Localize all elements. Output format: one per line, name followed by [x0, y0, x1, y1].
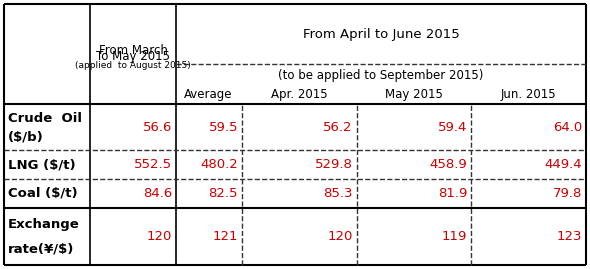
Text: Exchange: Exchange [8, 218, 80, 231]
Text: 121: 121 [212, 230, 238, 243]
Text: 449.4: 449.4 [545, 158, 582, 171]
Text: Coal ($/t): Coal ($/t) [8, 187, 78, 200]
Text: (applied  to August 2015): (applied to August 2015) [76, 61, 191, 70]
Text: Jun. 2015: Jun. 2015 [501, 88, 556, 101]
Text: 81.9: 81.9 [438, 187, 467, 200]
Text: ($/b): ($/b) [8, 131, 44, 144]
Text: Crude  Oil: Crude Oil [8, 112, 82, 125]
Text: 123: 123 [556, 230, 582, 243]
Text: (to be applied to September 2015): (to be applied to September 2015) [278, 69, 484, 82]
Text: 82.5: 82.5 [208, 187, 238, 200]
Text: 119: 119 [442, 230, 467, 243]
Text: Average: Average [183, 88, 232, 101]
Text: rate(¥/$): rate(¥/$) [8, 242, 74, 256]
Text: 85.3: 85.3 [323, 187, 353, 200]
Text: 79.8: 79.8 [553, 187, 582, 200]
Text: 480.2: 480.2 [200, 158, 238, 171]
Text: 56.2: 56.2 [323, 121, 353, 134]
Text: 84.6: 84.6 [143, 187, 172, 200]
Text: 59.5: 59.5 [208, 121, 238, 134]
Text: 529.8: 529.8 [315, 158, 353, 171]
Text: 120: 120 [327, 230, 353, 243]
Text: To May 2015: To May 2015 [96, 50, 170, 63]
Text: LNG ($/t): LNG ($/t) [8, 158, 76, 171]
Text: From April to June 2015: From April to June 2015 [303, 28, 460, 41]
Text: 64.0: 64.0 [553, 121, 582, 134]
Text: 120: 120 [147, 230, 172, 243]
Text: 458.9: 458.9 [430, 158, 467, 171]
Text: From March: From March [99, 44, 168, 57]
Text: 56.6: 56.6 [143, 121, 172, 134]
Text: Apr. 2015: Apr. 2015 [271, 88, 327, 101]
Text: May 2015: May 2015 [385, 88, 443, 101]
Text: 59.4: 59.4 [438, 121, 467, 134]
Text: 552.5: 552.5 [134, 158, 172, 171]
